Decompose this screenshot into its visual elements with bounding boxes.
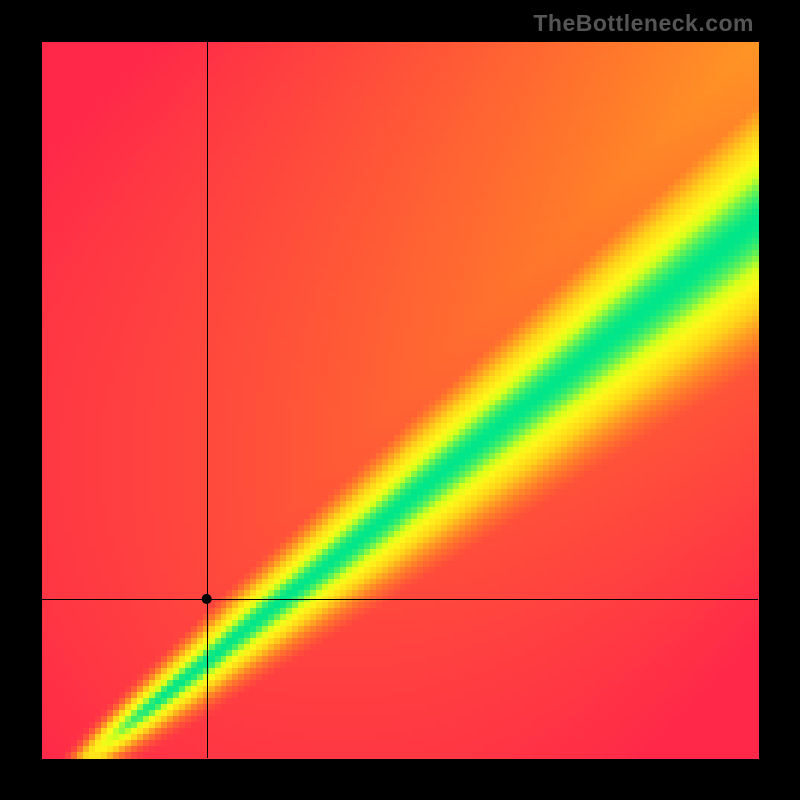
heatmap-canvas: [0, 0, 800, 800]
chart-frame: TheBottleneck.com: [0, 0, 800, 800]
watermark-text: TheBottleneck.com: [533, 10, 754, 37]
